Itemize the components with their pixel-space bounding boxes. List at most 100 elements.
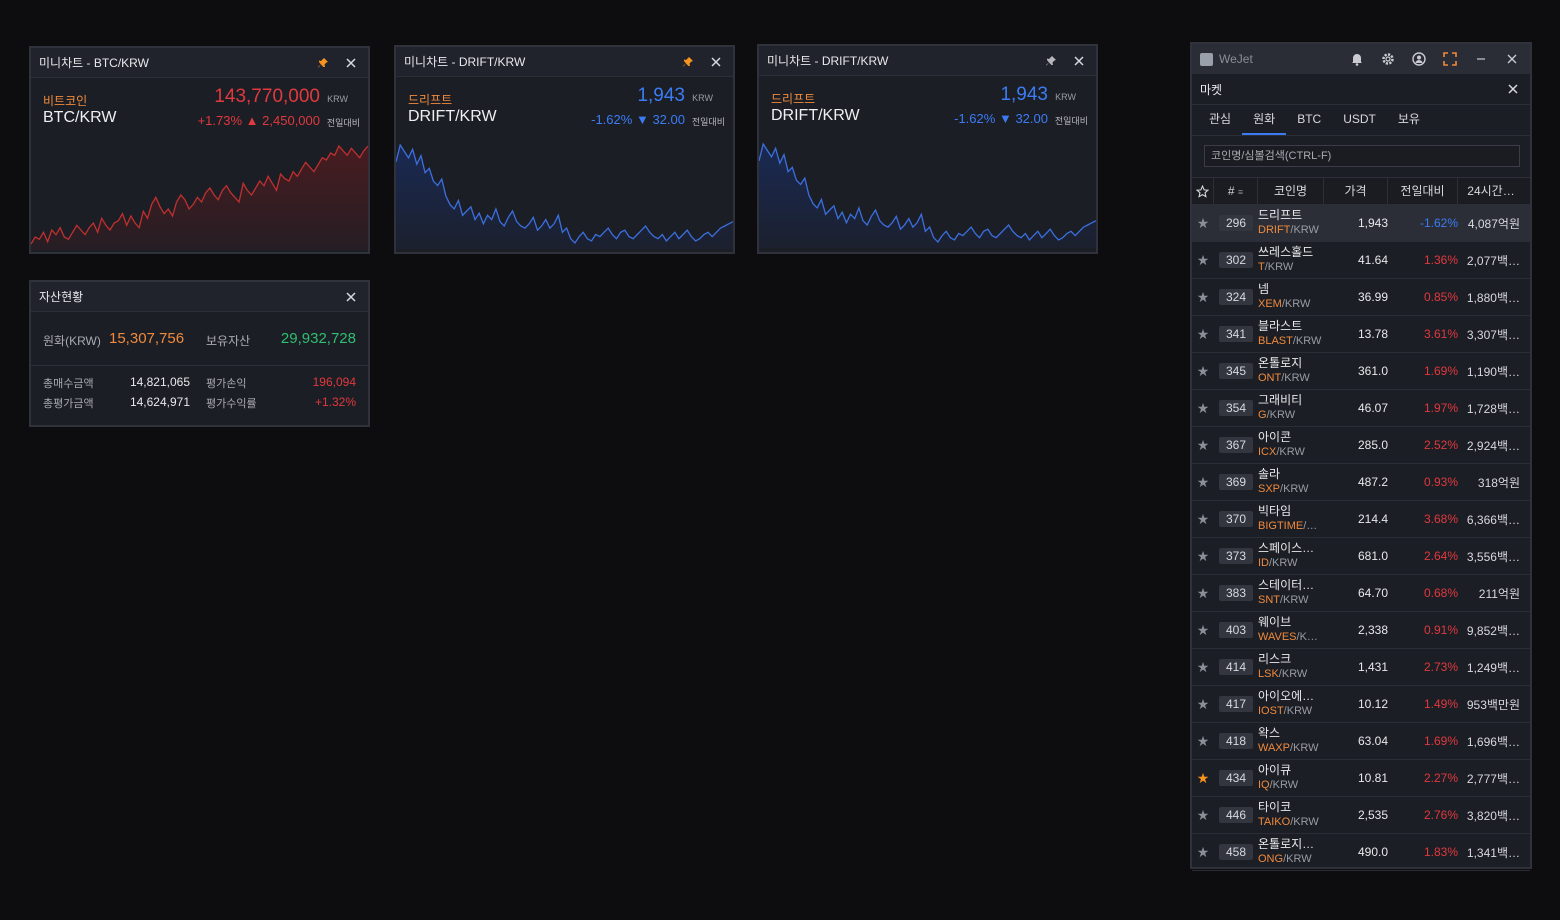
tab-1[interactable]: 원화	[1242, 105, 1287, 135]
minichart-body: 비트코인 BTC/KRW 143,770,000 KRW +1.73% ▲ 2,…	[31, 78, 368, 250]
favorite-star-icon[interactable]: ★	[1196, 769, 1210, 786]
minichart-title: 미니차트 - DRIFT/KRW	[767, 54, 889, 68]
favorite-star-icon[interactable]: ★	[1196, 547, 1210, 564]
col-name[interactable]: 코인명	[1258, 178, 1324, 204]
favorite-star-icon[interactable]: ★	[1196, 214, 1210, 231]
coin-pair: DRIFT/KRW	[1258, 224, 1319, 236]
market-row[interactable]: ★ 403 웨이브 WAVES/KR… 2,338 0.91% 9,852백…	[1192, 612, 1530, 649]
user-icon[interactable]	[1409, 49, 1429, 69]
market-row[interactable]: ★ 446 타이코 TAIKO/KRW 2,535 2.76% 3,820백…	[1192, 797, 1530, 834]
rank-badge: 296	[1214, 215, 1258, 231]
market-row[interactable]: ★ 418 왁스 WAXP/KRW 63.04 1.69% 1,696백…	[1192, 723, 1530, 760]
favorite-star-icon[interactable]: ★	[1196, 732, 1210, 749]
coin-symbol: DRIFT/KRW	[408, 108, 497, 125]
coin-pair: ID/KRW	[1258, 557, 1298, 569]
favorite-star-icon[interactable]: ★	[1196, 843, 1210, 860]
tab-0[interactable]: 관심	[1209, 112, 1232, 126]
col-volume[interactable]: 24시간…	[1467, 184, 1515, 198]
krw-balance-value: 15,307,756	[109, 330, 185, 347]
market-row[interactable]: ★ 324 넴 XEM/KRW 36.99 0.85% 1,880백…	[1192, 279, 1530, 316]
favorite-star-icon[interactable]: ★	[1196, 473, 1210, 490]
close-icon[interactable]	[1070, 52, 1088, 70]
tab-2[interactable]: BTC	[1297, 112, 1322, 126]
market-row[interactable]: ★ 369 솔라 SXP/KRW 487.2 0.93% 318억원	[1192, 464, 1530, 501]
col-rank[interactable]: # ≡	[1214, 178, 1258, 204]
market-row[interactable]: ★ 417 아이오에스티 IOST/KRW 10.12 1.49% 953백만원	[1192, 686, 1530, 723]
market-row[interactable]: ★ 296 드리프트 DRIFT/KRW 1,943 -1.62% 4,087억…	[1192, 205, 1530, 242]
pin-icon[interactable]	[679, 53, 697, 71]
market-row[interactable]: ★ 302 쓰레스홀드 T/KRW 41.64 1.36% 2,077백…	[1192, 242, 1530, 279]
coin-change: 3.61%	[1423, 327, 1458, 341]
market-row[interactable]: ★ 354 그래비티 G/KRW 46.07 1.97% 1,728백…	[1192, 390, 1530, 427]
col-price[interactable]: 가격	[1324, 178, 1388, 204]
favorite-star-icon[interactable]: ★	[1196, 288, 1210, 305]
coin-change: 2.73%	[1423, 660, 1458, 674]
market-row[interactable]: ★ 458 온톨로지가스 ONG/KRW 490.0 1.83% 1,341백…	[1192, 834, 1530, 871]
close-icon[interactable]	[707, 53, 725, 71]
coin-change: 0.68%	[1423, 586, 1458, 600]
favorite-star-icon[interactable]: ★	[1196, 806, 1210, 823]
col-change[interactable]: 전일대비	[1388, 178, 1458, 204]
close-icon[interactable]	[1504, 80, 1522, 98]
market-row[interactable]: ★ 345 온톨로지 ONT/KRW 361.0 1.69% 1,190백…	[1192, 353, 1530, 390]
tab-3[interactable]: USDT	[1343, 112, 1376, 126]
market-row[interactable]: ★ 370 빅타임 BIGTIME/K… 214.4 3.68% 6,366백…	[1192, 501, 1530, 538]
rank-badge: 369	[1214, 474, 1258, 490]
market-row[interactable]: ★ 383 스테이터… SNT/KRW 64.70 0.68% 211억원	[1192, 575, 1530, 612]
favorite-star-icon[interactable]: ★	[1196, 362, 1210, 379]
close-icon[interactable]	[342, 54, 360, 72]
coin-name-cell: 왁스 WAXP/KRW	[1258, 726, 1324, 756]
favorite-star-icon[interactable]: ★	[1196, 436, 1210, 453]
price-unit: KRW	[1055, 92, 1076, 102]
pin-icon[interactable]	[1042, 52, 1060, 70]
market-row[interactable]: ★ 367 아이콘 ICX/KRW 285.0 2.52% 2,924백…	[1192, 427, 1530, 464]
gear-icon[interactable]	[1378, 49, 1398, 69]
favorite-star-icon[interactable]: ★	[1196, 510, 1210, 527]
rank-badge: 458	[1214, 844, 1258, 860]
coin-name-cell: 아이콘 ICX/KRW	[1258, 430, 1324, 460]
favorite-star-icon[interactable]: ★	[1196, 658, 1210, 675]
market-window: WeJet 마켓 관심 원화 BTC USDT 보유 코인명/심볼검색(CTRL-F)	[1190, 42, 1532, 871]
minichart-body: 드리프트 DRIFT/KRW 1,943 KRW -1.62% ▼ 32.00 …	[396, 77, 733, 249]
fullscreen-icon[interactable]	[1440, 49, 1460, 69]
favorite-star-icon[interactable]: ★	[1196, 695, 1210, 712]
price-unit: KRW	[692, 93, 713, 103]
coin-name-cell: 빅타임 BIGTIME/K…	[1258, 504, 1324, 534]
coin-volume: 3,307백…	[1466, 327, 1520, 342]
bell-icon[interactable]	[1347, 49, 1367, 69]
rank-badge: 403	[1214, 622, 1258, 638]
favorite-star-icon[interactable]: ★	[1196, 325, 1210, 342]
coin-pair: SXP/KRW	[1258, 483, 1309, 495]
coin-volume: 3,820백…	[1466, 808, 1520, 823]
pnl-rate-label: 평가수익률	[206, 398, 257, 410]
coin-price: 41.64	[1357, 253, 1388, 267]
coin-change: 0.91%	[1423, 623, 1458, 637]
market-row[interactable]: ★ 434 아이큐 IQ/KRW 10.81 2.27% 2,777백…	[1192, 760, 1530, 797]
close-icon[interactable]	[342, 288, 360, 306]
coin-change: 1.83%	[1423, 845, 1458, 859]
rank-badge: 370	[1214, 511, 1258, 527]
favorite-star-icon[interactable]: ★	[1196, 251, 1210, 268]
favorite-column-icon[interactable]	[1192, 178, 1214, 204]
price-change: -1.62% ▼ 32.00	[591, 112, 685, 127]
pnl-label: 평가손익	[206, 378, 247, 390]
rank-badge: 418	[1214, 733, 1258, 749]
coin-pair: IOST/KRW	[1258, 705, 1313, 717]
favorite-star-icon[interactable]: ★	[1196, 399, 1210, 416]
coin-volume: 1,190백…	[1466, 364, 1520, 379]
search-input[interactable]: 코인명/심볼검색(CTRL-F)	[1204, 145, 1520, 167]
change-amount: 32.00	[1015, 111, 1048, 126]
minichart-header: 미니차트 - DRIFT/KRW	[396, 47, 733, 77]
market-row[interactable]: ★ 373 스페이스… ID/KRW 681.0 2.64% 3,556백…	[1192, 538, 1530, 575]
favorite-star-icon[interactable]: ★	[1196, 621, 1210, 638]
market-row[interactable]: ★ 341 블라스트 BLAST/KRW 13.78 3.61% 3,307백…	[1192, 316, 1530, 353]
pin-icon[interactable]	[314, 54, 332, 72]
close-window-icon[interactable]	[1502, 49, 1522, 69]
tab-4[interactable]: 보유	[1397, 112, 1420, 126]
coin-volume: 6,366백…	[1466, 512, 1520, 527]
market-row[interactable]: ★ 414 리스크 LSK/KRW 1,431 2.73% 1,249백…	[1192, 649, 1530, 686]
coin-pair: LSK/KRW	[1258, 668, 1308, 680]
favorite-star-icon[interactable]: ★	[1196, 584, 1210, 601]
minimize-icon[interactable]	[1471, 49, 1491, 69]
app-logo-icon	[1200, 52, 1213, 66]
